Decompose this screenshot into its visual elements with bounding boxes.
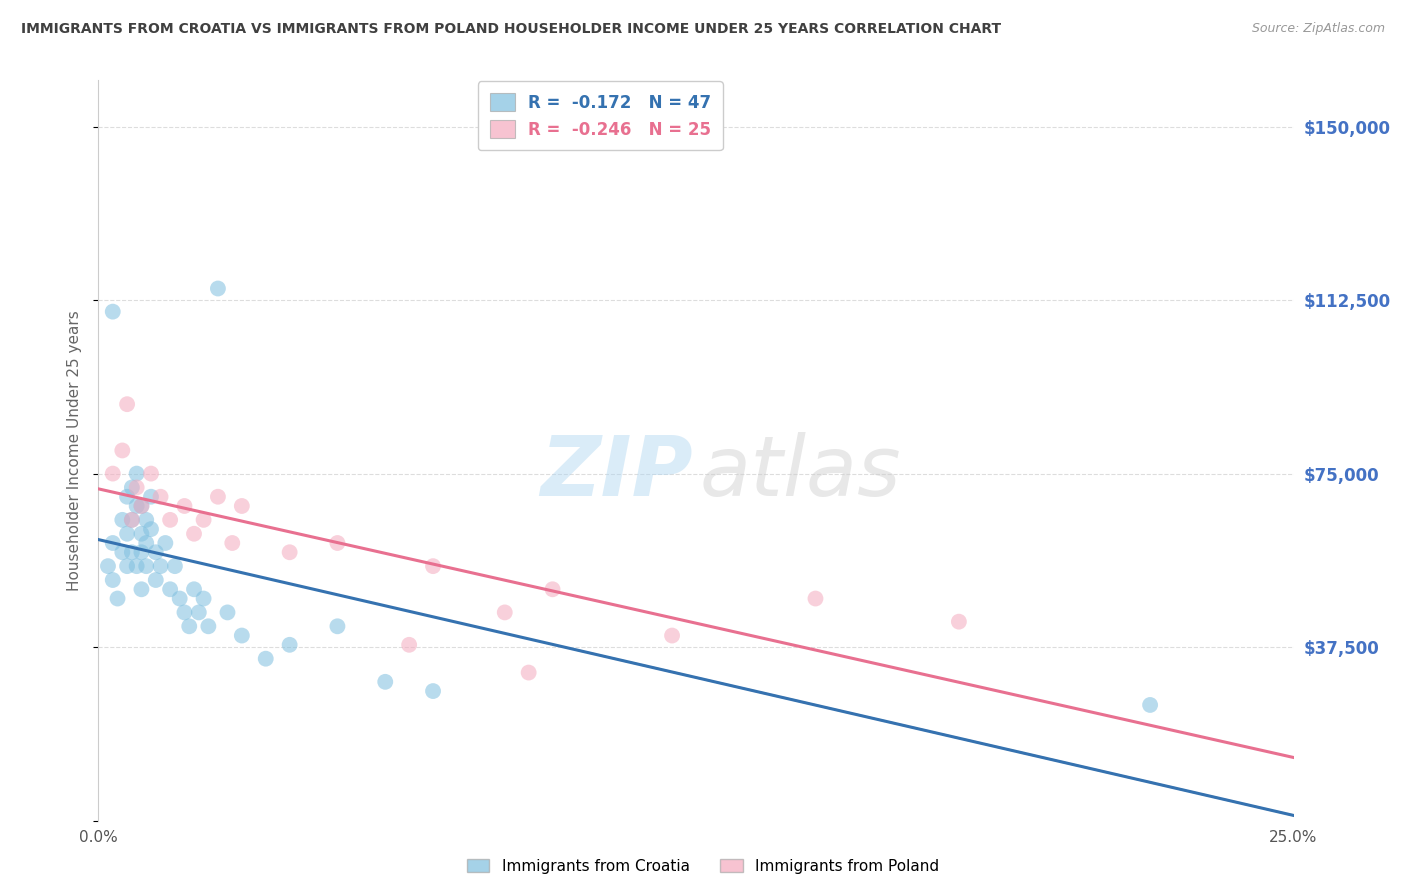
Point: [217, 606, 239, 620]
Point: [101, 536, 124, 550]
Point: [125, 467, 148, 481]
Point: [326, 536, 349, 550]
Point: [422, 684, 444, 698]
Point: [121, 513, 143, 527]
Point: [131, 499, 153, 513]
Point: [135, 559, 157, 574]
Point: [149, 490, 172, 504]
Point: [107, 591, 129, 606]
Point: [1139, 698, 1161, 712]
Point: [948, 615, 970, 629]
Point: [193, 513, 215, 527]
Point: [111, 513, 134, 527]
Point: [135, 536, 157, 550]
Point: [494, 606, 516, 620]
Point: [131, 582, 153, 597]
Text: ZIP: ZIP: [540, 432, 692, 513]
Point: [159, 513, 181, 527]
Point: [517, 665, 540, 680]
Point: [111, 443, 134, 458]
Point: [139, 522, 162, 536]
Point: [155, 536, 177, 550]
Point: [207, 490, 229, 504]
Point: [187, 606, 209, 620]
Point: [121, 480, 143, 494]
Point: [173, 499, 195, 513]
Point: [111, 545, 134, 559]
Point: [193, 591, 215, 606]
Point: [254, 651, 277, 665]
Point: [398, 638, 420, 652]
Point: [115, 397, 138, 411]
Point: [131, 499, 153, 513]
Point: [804, 591, 827, 606]
Point: [125, 499, 148, 513]
Legend: R =  -0.172   N = 47, R =  -0.246   N = 25: R = -0.172 N = 47, R = -0.246 N = 25: [478, 81, 723, 150]
Point: [169, 591, 191, 606]
Point: [145, 573, 167, 587]
Point: [197, 619, 219, 633]
Point: [231, 628, 253, 642]
Point: [131, 545, 153, 559]
Point: [149, 559, 172, 574]
Point: [139, 467, 162, 481]
Legend: Immigrants from Croatia, Immigrants from Poland: Immigrants from Croatia, Immigrants from…: [460, 853, 946, 880]
Point: [221, 536, 243, 550]
Point: [422, 559, 444, 574]
Text: Source: ZipAtlas.com: Source: ZipAtlas.com: [1251, 22, 1385, 36]
Point: [541, 582, 564, 597]
Point: [97, 559, 120, 574]
Point: [101, 573, 124, 587]
Y-axis label: Householder Income Under 25 years: Householder Income Under 25 years: [66, 310, 82, 591]
Point: [101, 304, 124, 318]
Point: [139, 490, 162, 504]
Point: [115, 526, 138, 541]
Point: [278, 545, 301, 559]
Point: [131, 526, 153, 541]
Point: [278, 638, 301, 652]
Point: [121, 545, 143, 559]
Point: [207, 281, 229, 295]
Point: [125, 480, 148, 494]
Point: [145, 545, 167, 559]
Point: [125, 559, 148, 574]
Point: [183, 582, 205, 597]
Point: [115, 490, 138, 504]
Text: atlas: atlas: [700, 432, 901, 513]
Point: [661, 628, 683, 642]
Point: [374, 674, 396, 689]
Point: [101, 467, 124, 481]
Point: [173, 606, 195, 620]
Point: [183, 526, 205, 541]
Point: [163, 559, 186, 574]
Point: [326, 619, 349, 633]
Point: [159, 582, 181, 597]
Point: [231, 499, 253, 513]
Text: IMMIGRANTS FROM CROATIA VS IMMIGRANTS FROM POLAND HOUSEHOLDER INCOME UNDER 25 YE: IMMIGRANTS FROM CROATIA VS IMMIGRANTS FR…: [21, 22, 1001, 37]
Point: [115, 559, 138, 574]
Point: [135, 513, 157, 527]
Point: [121, 513, 143, 527]
Point: [179, 619, 201, 633]
